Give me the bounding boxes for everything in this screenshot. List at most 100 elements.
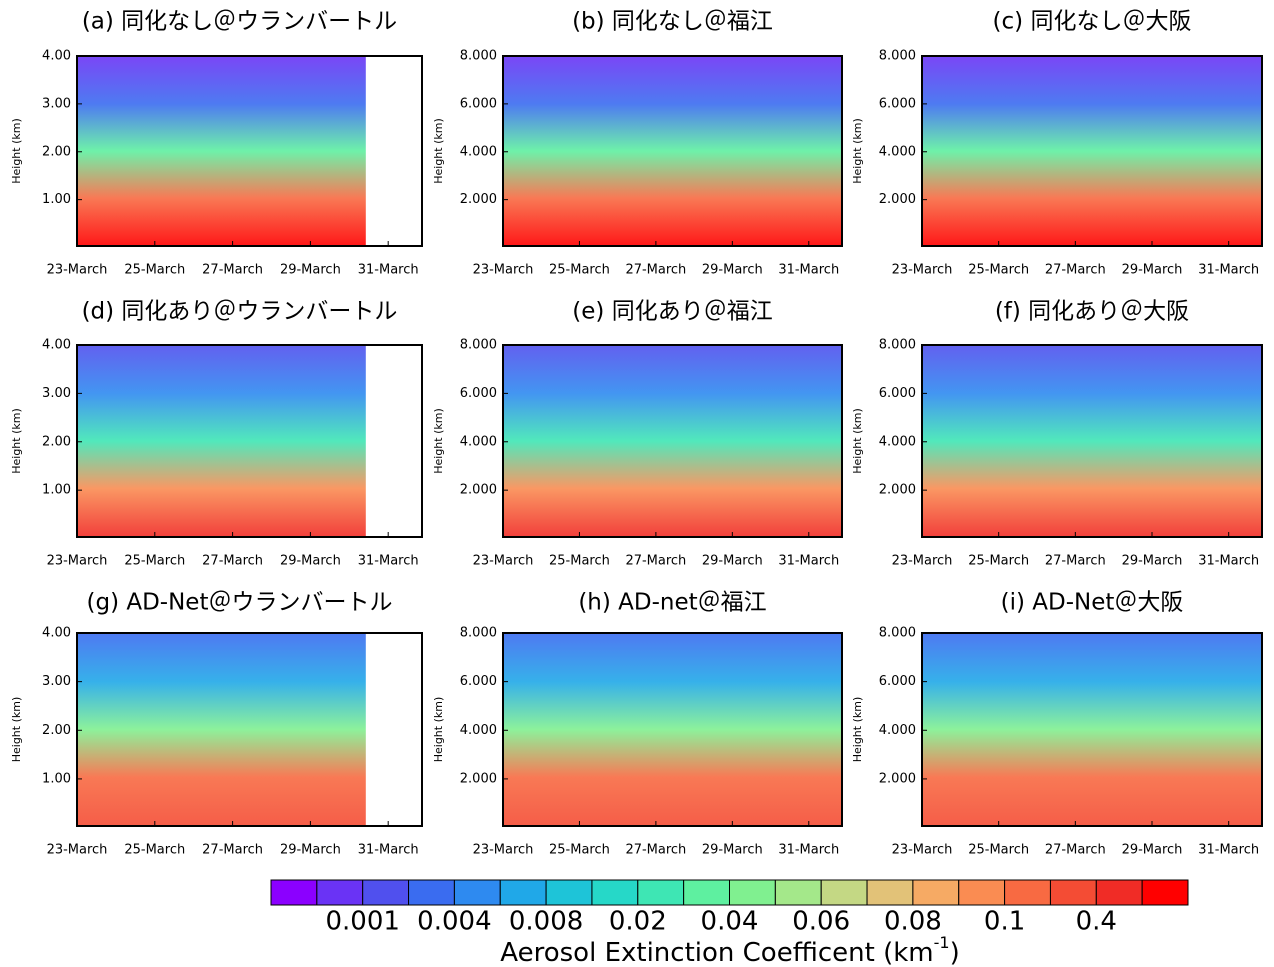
plot-frame (921, 632, 1263, 827)
y-tick-label: 4.00 (42, 338, 71, 353)
extinction-field (504, 346, 841, 536)
plot-frame (502, 632, 843, 827)
y-tick-label: 4.000 (460, 434, 497, 449)
colorbar-label: 0.02 (609, 907, 667, 937)
y-tick-label: 2.000 (460, 483, 497, 498)
plot-frame (502, 344, 843, 538)
colorbar-title-sup: -1 (934, 933, 950, 952)
y-tick-label: 6.000 (879, 96, 916, 111)
x-tick-label: 25-March (968, 263, 1029, 278)
y-tick-label: 2.00 (42, 144, 71, 159)
panel-title: (h) AD-net＠福江 (578, 590, 766, 616)
x-tick-label: 23-March (892, 263, 953, 278)
colorbar-swatch (1049, 879, 1097, 906)
extinction-field (78, 634, 366, 825)
x-tick-label: 25-March (124, 843, 185, 858)
colorbar-swatch (637, 879, 685, 906)
x-tick-label: 29-March (702, 554, 763, 569)
plot-frame (76, 55, 423, 247)
colorbar-label: 0.4 (1076, 907, 1117, 937)
x-tick-label: 31-March (778, 554, 839, 569)
x-tick-label: 25-March (968, 554, 1029, 569)
plot-frame (921, 55, 1263, 247)
x-tick-label: 29-March (702, 263, 763, 278)
y-tick-label: 8.000 (460, 626, 497, 641)
x-tick-label: 23-March (473, 263, 534, 278)
y-tick-label: 8.000 (879, 626, 916, 641)
y-tick-label: 8.000 (879, 338, 916, 353)
colorbar-swatch (1141, 879, 1189, 906)
x-tick-label: 29-March (280, 843, 341, 858)
x-tick-label: 25-March (124, 554, 185, 569)
x-tick-label: 29-March (1122, 843, 1183, 858)
y-tick-label: 3.00 (42, 674, 71, 689)
colorbar-label: 0.06 (792, 907, 850, 937)
y-axis-label: Height (km) (432, 118, 445, 184)
y-axis-label: Height (km) (851, 697, 864, 763)
x-tick-label: 31-March (358, 843, 419, 858)
panel-title: (f) 同化あり＠大阪 (995, 299, 1189, 325)
colorbar-label: 0.08 (884, 907, 942, 937)
extinction-field (504, 57, 841, 245)
y-tick-label: 1.00 (42, 192, 71, 207)
x-tick-label: 27-March (202, 554, 263, 569)
colorbar-swatch (774, 879, 822, 906)
x-tick-label: 27-March (625, 263, 686, 278)
colorbar-title-end: ) (950, 938, 960, 967)
x-tick-label: 25-March (549, 554, 610, 569)
colorbar-swatch (958, 879, 1006, 906)
extinction-field (923, 57, 1261, 245)
panel-title: (d) 同化あり＠ウランバートル (82, 299, 398, 325)
colorbar-label: 0.1 (984, 907, 1025, 937)
colorbar-label: 0.04 (701, 907, 759, 937)
x-tick-label: 31-March (358, 263, 419, 278)
plot-frame (502, 55, 843, 247)
x-tick-label: 23-March (47, 554, 108, 569)
x-tick-label: 23-March (892, 554, 953, 569)
y-tick-label: 2.000 (879, 483, 916, 498)
x-tick-label: 23-March (473, 843, 534, 858)
y-tick-label: 2.000 (879, 192, 916, 207)
y-tick-label: 2.00 (42, 434, 71, 449)
plot-frame (921, 344, 1263, 538)
y-tick-label: 8.000 (879, 49, 916, 64)
colorbar-label: 0.001 (325, 907, 399, 937)
y-tick-label: 6.000 (879, 386, 916, 401)
panel-title: (b) 同化なし＠福江 (572, 9, 773, 35)
colorbar-swatch (499, 879, 547, 906)
x-tick-label: 23-March (47, 263, 108, 278)
colorbar-swatch (591, 879, 639, 906)
x-tick-label: 29-March (280, 554, 341, 569)
plot-frame (76, 344, 423, 538)
x-tick-label: 27-March (202, 263, 263, 278)
panel-title: (e) 同化あり＠福江 (572, 299, 772, 325)
panel-title: (c) 同化なし＠大阪 (993, 9, 1192, 35)
y-tick-label: 4.000 (879, 144, 916, 159)
y-tick-label: 6.000 (460, 674, 497, 689)
y-tick-label: 4.00 (42, 626, 71, 641)
y-axis-label: Height (km) (10, 697, 23, 763)
x-tick-label: 25-March (124, 263, 185, 278)
y-tick-label: 3.00 (42, 96, 71, 111)
x-tick-label: 25-March (968, 843, 1029, 858)
y-tick-label: 4.00 (42, 49, 71, 64)
y-tick-label: 2.000 (460, 771, 497, 786)
colorbar-swatch (316, 879, 364, 906)
x-tick-label: 25-March (549, 843, 610, 858)
x-tick-label: 27-March (1045, 843, 1106, 858)
x-tick-label: 31-March (1198, 843, 1259, 858)
y-tick-label: 2.000 (460, 192, 497, 207)
panel-title: (g) AD-Net＠ウランバートル (87, 590, 393, 616)
extinction-field (504, 634, 841, 825)
x-tick-label: 25-March (549, 263, 610, 278)
colorbar-swatch (270, 879, 318, 906)
colorbar-swatch (362, 879, 410, 906)
x-tick-label: 31-March (778, 843, 839, 858)
x-tick-label: 29-March (280, 263, 341, 278)
colorbar-swatch (912, 879, 960, 906)
x-tick-label: 27-March (625, 843, 686, 858)
panel-title: (i) AD-Net＠大阪 (1001, 590, 1184, 616)
plot-frame (76, 632, 423, 827)
y-axis-label: Height (km) (851, 118, 864, 184)
y-tick-label: 6.000 (879, 674, 916, 689)
